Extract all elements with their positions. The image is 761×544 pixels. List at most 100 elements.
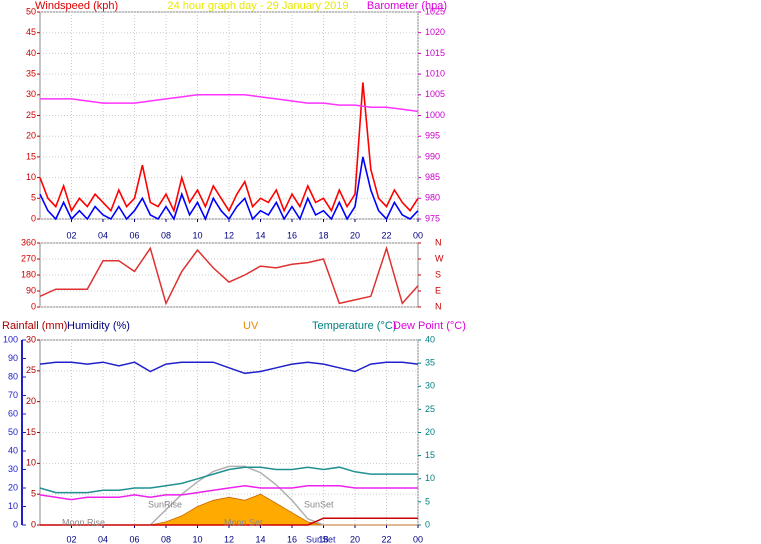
y-tick-label: 0	[31, 519, 36, 529]
y2-tick-label: 30	[425, 381, 435, 391]
y-tick-label: 5	[31, 489, 36, 499]
series-line	[39, 484, 418, 501]
series-line	[39, 466, 418, 494]
y2-tick-label: N	[435, 237, 442, 247]
barometer-label: Barometer (hpa)	[367, 0, 447, 12]
y3-tick-label: 100	[3, 334, 18, 344]
y2-tick-label: 10	[425, 473, 435, 483]
y2-tick-label: 1015	[425, 48, 445, 58]
y2-tick-label: 15	[425, 450, 435, 460]
y3-tick-label: 60	[8, 408, 18, 418]
y-tick-label: 30	[26, 334, 36, 344]
x-tick-label: 08	[161, 230, 171, 240]
x-tick-label: 04	[98, 230, 108, 240]
y2-tick-label: E	[435, 285, 441, 295]
y3-tick-label: 90	[8, 353, 18, 363]
y-tick-label: 25	[26, 110, 36, 120]
uv-label: UV	[243, 320, 259, 332]
y2-tick-label: 5	[425, 496, 430, 506]
y3-tick-label: 0	[13, 519, 18, 529]
x-tick-label: 10	[192, 534, 202, 544]
y-tick-label: 35	[26, 68, 36, 78]
y-tick-label: 15	[26, 427, 36, 437]
series-line	[39, 245, 419, 306]
x-tick-label: 02	[66, 230, 76, 240]
y-tick-label: 10	[26, 458, 36, 468]
y-tick-label: 90	[26, 285, 36, 295]
x-tick-label: 00	[413, 230, 423, 240]
y-tick-label: 40	[26, 48, 36, 58]
y2-tick-label: 20	[425, 427, 435, 437]
y-tick-label: 0	[31, 213, 36, 223]
y2-tick-label: 0	[425, 519, 430, 529]
y3-tick-label: 80	[8, 371, 18, 381]
series-line	[40, 517, 418, 526]
x-tick-label: 22	[381, 230, 391, 240]
y-tick-label: 45	[26, 27, 36, 37]
y3-tick-label: 70	[8, 390, 18, 400]
x-tick-label: 12	[224, 230, 234, 240]
x-tick-label: 18	[318, 534, 328, 544]
x-tick-label: 20	[350, 534, 360, 544]
y-tick-label: 270	[21, 253, 36, 263]
x-tick-label: 18	[318, 230, 328, 240]
humidity-label: Humidity (%)	[67, 320, 130, 332]
y3-tick-label: 30	[8, 464, 18, 474]
series-line	[39, 361, 419, 375]
y2-tick-label: 1020	[425, 27, 445, 37]
y2-tick-label: 25	[425, 404, 435, 414]
y3-tick-label: 20	[8, 482, 18, 492]
y2-tick-label: 980	[425, 193, 440, 203]
y-tick-label: 5	[31, 193, 36, 203]
x-tick-label: 20	[350, 230, 360, 240]
y-tick-label: 20	[26, 396, 36, 406]
y2-tick-label: 975	[425, 213, 440, 223]
x-tick-label: 12	[224, 534, 234, 544]
rainfall-label: Rainfall (mm)	[2, 320, 67, 332]
y-tick-label: 15	[26, 151, 36, 161]
y3-tick-label: 10	[8, 501, 18, 511]
x-tick-label: 14	[255, 230, 265, 240]
y-tick-label: 10	[26, 172, 36, 182]
x-tick-label: 22	[381, 534, 391, 544]
y2-tick-label: 990	[425, 151, 440, 161]
y2-tick-label: 1025	[425, 6, 445, 16]
windspeed-label: Windspeed (kph)	[35, 0, 118, 12]
y2-tick-label: N	[435, 301, 442, 311]
y-tick-label: 50	[26, 6, 36, 16]
chart-title: 24 hour graph day - 29 January 2019	[167, 0, 348, 12]
y-tick-label: 20	[26, 131, 36, 141]
y2-tick-label: 985	[425, 172, 440, 182]
y2-tick-label: 40	[425, 334, 435, 344]
y2-tick-label: 995	[425, 131, 440, 141]
x-tick-label: 06	[129, 534, 139, 544]
y2-tick-label: S	[435, 269, 441, 279]
x-tick-label: 16	[287, 230, 297, 240]
series-line	[39, 156, 419, 222]
x-tick-label: 08	[161, 534, 171, 544]
dewpoint-label: Dew Point (°C)	[393, 320, 466, 332]
x-tick-label: 06	[129, 230, 139, 240]
x-tick-label: 16	[287, 534, 297, 544]
annotation: SunSet	[304, 499, 334, 509]
y-tick-label: 360	[21, 237, 36, 247]
annotation: Moon Rise	[62, 517, 105, 527]
y2-tick-label: 35	[425, 358, 435, 368]
annotation: Moon Set	[224, 517, 263, 527]
y-tick-label: 180	[21, 269, 36, 279]
x-tick-label: 04	[98, 534, 108, 544]
series-line	[40, 94, 419, 113]
series-line	[39, 82, 419, 214]
y-tick-label: 25	[26, 365, 36, 375]
y2-tick-label: W	[435, 253, 444, 263]
y2-tick-label: 1005	[425, 89, 445, 99]
x-tick-label: 02	[66, 534, 76, 544]
y2-tick-label: 1000	[425, 110, 445, 120]
y2-tick-label: 1010	[425, 68, 445, 78]
x-tick-label: 00	[413, 534, 423, 544]
y3-tick-label: 50	[8, 427, 18, 437]
annotation: SunRise	[148, 499, 182, 509]
temperature-label: Temperature (°C)	[312, 320, 396, 332]
y-tick-label: 0	[31, 301, 36, 311]
